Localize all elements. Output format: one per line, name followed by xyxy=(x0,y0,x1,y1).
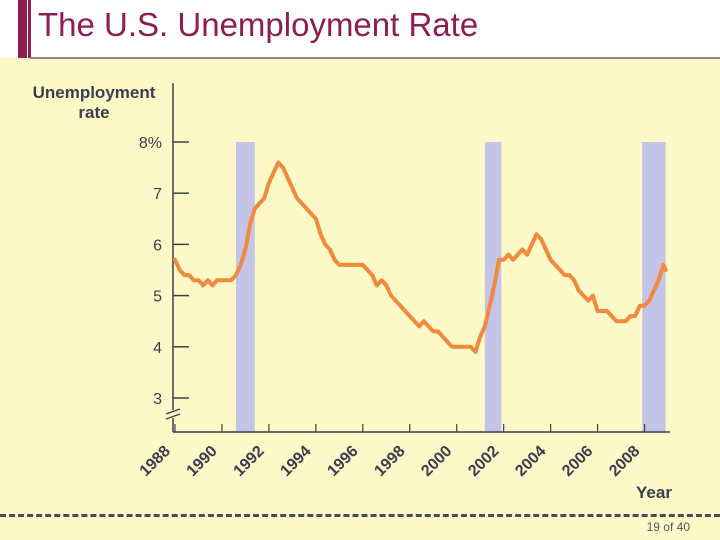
x-tick-label: 2006 xyxy=(559,443,596,480)
y-axis-title-line1: Unemployment xyxy=(33,83,156,102)
x-tick-label: 1992 xyxy=(231,443,268,480)
y-tick-label: 3 xyxy=(153,391,162,408)
x-tick-label: 1990 xyxy=(184,443,221,480)
x-tick-label: 1988 xyxy=(137,443,174,480)
title-bar: The U.S. Unemployment Rate xyxy=(0,0,720,58)
y-tick-label: 4 xyxy=(153,340,162,357)
x-tick-label: 1998 xyxy=(371,443,408,480)
y-axis-title-line2: rate xyxy=(78,103,109,122)
axis-break-mark-1 xyxy=(165,408,181,415)
axis-break-mark-2 xyxy=(165,413,181,420)
x-tick-label: 1994 xyxy=(277,443,314,480)
recession-band xyxy=(236,142,255,432)
unemployment-line xyxy=(173,160,668,354)
slide-title: The U.S. Unemployment Rate xyxy=(38,6,479,43)
x-axis-title: Year xyxy=(636,483,672,502)
x-tick-label: 2004 xyxy=(512,443,549,480)
footer-divider xyxy=(0,514,720,517)
axes xyxy=(165,83,670,433)
y-tick-label: 5 xyxy=(153,289,162,306)
y-tick-label: 7 xyxy=(153,186,162,203)
series-layer xyxy=(173,160,668,354)
y-tick-label: 6 xyxy=(153,237,162,254)
unemployment-chart: 8% 7 6 5 4 3 1988 1990 1992 1994 1996 1998 2000 2002… xyxy=(33,83,672,502)
title-accent-bar xyxy=(18,0,27,58)
page-number: 19 of 40 xyxy=(646,520,690,534)
x-tick-label: 1996 xyxy=(324,443,361,480)
title-accent-bar-thin xyxy=(28,0,31,58)
y-ticks: 8% 7 6 5 4 3 xyxy=(139,135,189,408)
x-tick-label: 2000 xyxy=(418,443,455,480)
x-tick-label: 2008 xyxy=(606,443,643,480)
x-tick-label: 2002 xyxy=(465,443,502,480)
recession-bands xyxy=(236,142,666,432)
title-underline xyxy=(30,57,720,59)
y-tick-label: 8% xyxy=(139,135,162,152)
